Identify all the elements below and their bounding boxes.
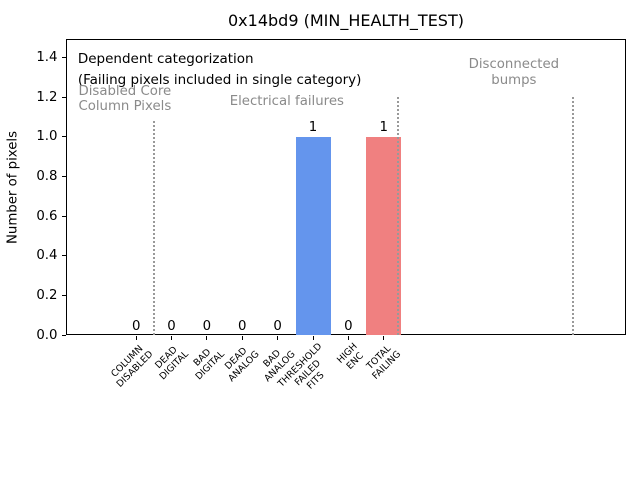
section-divider [153, 120, 156, 335]
bar-value-label: 0 [238, 318, 247, 334]
bar-value-label: 1 [379, 120, 388, 136]
section-label-electrical-failures: Electrical failures [229, 94, 344, 110]
x-tick-label: TOTAL FAILING [364, 343, 404, 382]
section-label-disconnected-bumps: Disconnected bumps [468, 57, 560, 88]
y-tick-label: 0.2 [36, 287, 58, 303]
bar-value-label: 0 [167, 318, 176, 334]
x-tick-label: HIGH ENC [335, 341, 367, 372]
bar-value-label: 0 [202, 318, 212, 334]
x-tick [347, 336, 349, 340]
y-tick [61, 96, 66, 98]
dependent-categorization-note: Dependent categorization (Failing pixels… [77, 51, 362, 88]
x-tick-label: DEAD ANALOG [223, 345, 262, 385]
x-tick [312, 336, 314, 340]
y-tick [61, 175, 66, 177]
x-tick [277, 336, 279, 340]
y-tick-label: 0.4 [36, 248, 58, 264]
x-tick [135, 336, 137, 340]
y-tick [61, 215, 66, 217]
y-tick-label: 0.0 [36, 327, 58, 343]
y-tick [61, 294, 66, 296]
y-tick [61, 136, 66, 138]
chart-title: 0x14bd9 (MIN_HEALTH_TEST) [228, 11, 464, 30]
y-tick-label: 0.6 [36, 208, 58, 224]
y-tick [61, 334, 66, 336]
x-tick [383, 336, 385, 340]
y-tick [61, 56, 66, 58]
bar-value-label: 1 [308, 120, 318, 136]
section-divider [396, 97, 399, 335]
bar-total-failing [366, 136, 402, 335]
bar-value-label: 0 [344, 318, 353, 334]
y-tick [61, 255, 66, 257]
x-tick-label: COLUMN DISABLED [109, 343, 156, 390]
x-tick [171, 336, 173, 340]
bar-value-label: 0 [131, 318, 141, 334]
x-tick-label: BAD DIGITAL [191, 346, 227, 383]
bar-value-label: 0 [273, 318, 282, 334]
y-tick-label: 0.8 [36, 168, 58, 184]
y-tick-label: 1.4 [36, 49, 58, 65]
x-tick [206, 336, 208, 340]
y-tick-label: 1.2 [36, 89, 58, 105]
bar-threshold-failed-fits [295, 136, 331, 335]
section-divider [571, 97, 574, 335]
x-tick-label: DEAD DIGITAL [153, 344, 192, 383]
section-label-disabled-core-column-pixels: Disabled Core Column Pixels [78, 84, 172, 115]
y-tick-label: 1.0 [36, 129, 58, 145]
plot-area [66, 39, 626, 335]
x-tick [241, 336, 243, 340]
